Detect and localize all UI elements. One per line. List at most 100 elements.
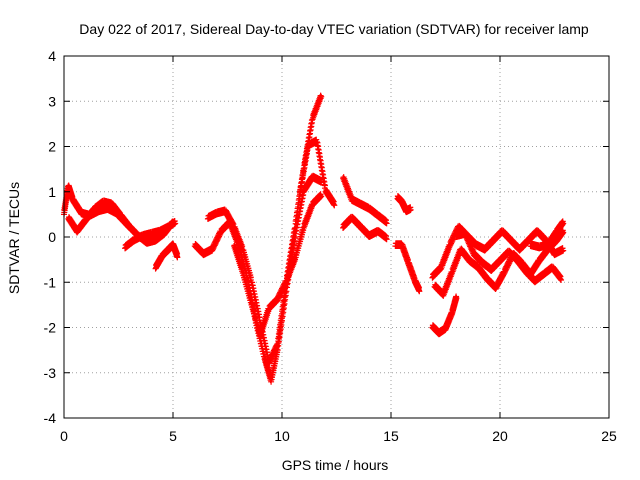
y-tick-label: 0 [48, 229, 56, 245]
data-point-fill [263, 346, 270, 353]
data-point-fill [316, 150, 323, 157]
x-tick-label: 5 [169, 428, 177, 444]
data-point-fill [249, 279, 256, 286]
data-point [416, 288, 423, 295]
data-point [331, 202, 338, 209]
data-point-fill [302, 155, 309, 162]
x-tick-label: 25 [601, 428, 617, 444]
data-point [174, 254, 181, 261]
data-point [558, 276, 565, 283]
data-point-fill [298, 179, 305, 186]
data-point-fill [291, 226, 298, 233]
data-point [318, 193, 325, 200]
data-point-fill [297, 187, 304, 194]
data-point [318, 93, 325, 100]
data-point-fill [556, 272, 563, 279]
x-tick-label: 10 [274, 428, 290, 444]
data-point-fill [239, 265, 246, 272]
data-point [172, 220, 179, 227]
data-point-fill [247, 274, 254, 281]
data-point-fill [321, 182, 328, 189]
data-point-fill [320, 175, 327, 182]
data-point-fill [250, 288, 257, 295]
data-point-fill [321, 178, 328, 185]
chart-title: Day 022 of 2017, Sidereal Day-to-day VTE… [79, 21, 589, 37]
data-point-fill [315, 146, 322, 153]
data-point [560, 247, 567, 254]
data-point-fill [383, 217, 390, 224]
data-point-fill [318, 164, 325, 171]
data-point-fill [319, 168, 326, 175]
x-axis-label: GPS time / hours [282, 457, 389, 473]
data-point-fill [303, 147, 310, 154]
data-point-fill [302, 158, 309, 165]
data-point-fill [316, 154, 323, 161]
data-point [560, 229, 567, 236]
y-tick-label: -3 [44, 365, 57, 381]
data-point-fill [262, 340, 269, 347]
data-point-fill [306, 131, 313, 138]
data-point-fill [318, 161, 325, 168]
x-tick-label: 0 [60, 428, 68, 444]
y-tick-label: 1 [48, 184, 56, 200]
y-tick-label: 2 [48, 139, 56, 155]
data-point-fill [249, 282, 256, 289]
y-tick-label: 3 [48, 93, 56, 109]
data-point [383, 220, 390, 227]
data-point-fill [247, 296, 254, 303]
data-point [383, 236, 390, 243]
data-point-fill [287, 253, 294, 260]
data-point-fill [250, 285, 257, 292]
data-point [292, 224, 299, 231]
data-point-fill [264, 349, 271, 356]
data-point-fill [301, 162, 308, 169]
data-point-fill [307, 127, 314, 134]
data-point-fill [239, 243, 246, 250]
data-points [61, 92, 567, 385]
data-point-fill [256, 314, 263, 321]
data-point [407, 206, 414, 213]
data-point [560, 220, 567, 227]
data-point-fill [314, 139, 321, 146]
data-point-fill [261, 337, 268, 344]
data-point-fill [254, 302, 261, 309]
data-point-fill [288, 241, 295, 248]
data-point-fill [299, 172, 306, 179]
data-point-fill [289, 237, 296, 244]
data-point-fill [317, 92, 324, 99]
y-axis-label: SDTVAR / TECUs [6, 182, 22, 294]
data-point-fill [557, 273, 564, 280]
data-point-fill [290, 233, 297, 240]
y-tick-label: -2 [44, 320, 57, 336]
y-tick-label: -4 [44, 410, 57, 426]
data-point [313, 138, 320, 145]
data-point-fill [291, 255, 298, 262]
data-point-fill [252, 293, 259, 300]
data-point-fill [330, 198, 337, 205]
data-point-fill [253, 299, 260, 306]
data-point-fill [262, 343, 269, 350]
data-point-fill [308, 120, 315, 127]
data-point-fill [264, 352, 271, 359]
data-point-fill [229, 219, 236, 226]
data-point-fill [251, 291, 258, 298]
data-point-fill [317, 157, 324, 164]
data-point-fill [260, 334, 267, 341]
data-point-fill [300, 165, 307, 172]
data-point-fill [287, 249, 294, 256]
data-point-fill [383, 233, 390, 240]
y-tick-label: -1 [44, 274, 57, 290]
data-point-fill [290, 229, 297, 236]
data-point-fill [305, 134, 312, 141]
y-tick-label: 4 [48, 48, 56, 64]
data-point-fill [300, 169, 307, 176]
data-point-fill [230, 221, 237, 228]
data-point [453, 295, 460, 302]
data-point-fill [307, 124, 314, 131]
data-point-fill [288, 245, 295, 252]
data-point-fill [298, 176, 305, 183]
data-point [274, 342, 281, 349]
